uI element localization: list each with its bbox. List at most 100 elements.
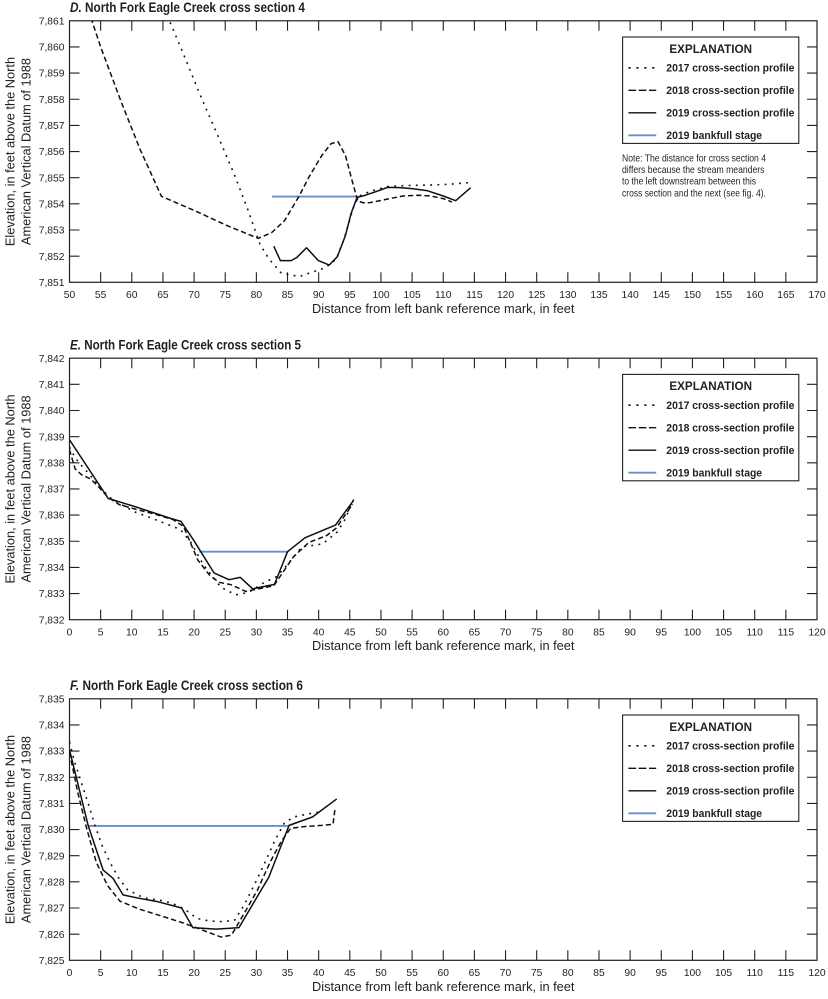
svg-text:7,842: 7,842 (39, 354, 65, 365)
svg-text:110: 110 (746, 628, 763, 639)
svg-text:45: 45 (344, 968, 356, 979)
svg-text:115: 115 (778, 968, 795, 979)
svg-text:2019 bankfull stage: 2019 bankfull stage (666, 468, 762, 480)
svg-text:85: 85 (593, 628, 605, 639)
svg-text:75: 75 (219, 290, 231, 301)
svg-text:100: 100 (372, 290, 389, 301)
svg-text:50: 50 (64, 290, 76, 301)
svg-text:100: 100 (684, 628, 701, 639)
svg-text:45: 45 (344, 628, 356, 639)
svg-text:30: 30 (251, 628, 263, 639)
svg-text:Elevation, in feet above the N: Elevation, in feet above the North (3, 57, 18, 246)
svg-text:70: 70 (500, 628, 512, 639)
svg-text:130: 130 (559, 290, 576, 301)
svg-text:7,839: 7,839 (39, 432, 65, 443)
svg-text:40: 40 (313, 968, 325, 979)
svg-text:7,828: 7,828 (39, 877, 65, 888)
svg-text:60: 60 (126, 290, 138, 301)
svg-text:75: 75 (531, 628, 543, 639)
svg-text:7,833: 7,833 (39, 589, 65, 600)
svg-text:2018 cross-section profile: 2018 cross-section profile (666, 763, 794, 775)
svg-text:EXPLANATION: EXPLANATION (669, 720, 752, 734)
svg-text:7,830: 7,830 (39, 825, 65, 836)
svg-text:150: 150 (684, 290, 701, 301)
svg-text:30: 30 (251, 968, 263, 979)
svg-text:F. North Fork Eagle Creek cros: F. North Fork Eagle Creek cross section … (70, 678, 303, 693)
svg-text:Elevation, in feet above the N: Elevation, in feet above the North (3, 394, 18, 583)
svg-text:7,827: 7,827 (39, 904, 65, 915)
svg-text:7,832: 7,832 (39, 773, 65, 784)
svg-text:35: 35 (282, 968, 294, 979)
svg-text:EXPLANATION: EXPLANATION (669, 379, 752, 393)
svg-text:115: 115 (466, 290, 483, 301)
svg-text:7,834: 7,834 (39, 721, 65, 732)
svg-text:7,836: 7,836 (39, 511, 65, 522)
svg-text:110: 110 (435, 290, 452, 301)
svg-text:145: 145 (653, 290, 670, 301)
svg-text:140: 140 (622, 290, 639, 301)
svg-text:7,840: 7,840 (39, 406, 65, 417)
svg-text:100: 100 (684, 968, 701, 979)
svg-text:Elevation, in feet above the N: Elevation, in feet above the North (3, 735, 18, 924)
svg-text:7,853: 7,853 (39, 226, 65, 237)
svg-text:135: 135 (590, 290, 607, 301)
svg-text:American Vertical Datum of 198: American Vertical Datum of 1988 (19, 395, 34, 582)
svg-text:2018 cross-section profile: 2018 cross-section profile (666, 85, 794, 97)
svg-text:7,835: 7,835 (39, 694, 65, 705)
svg-text:125: 125 (528, 290, 545, 301)
svg-text:20: 20 (188, 968, 200, 979)
svg-text:90: 90 (624, 968, 636, 979)
svg-text:7,860: 7,860 (39, 43, 65, 54)
svg-text:Note: The distance for cross s: Note: The distance for cross section 4 (622, 154, 766, 165)
svg-text:7,837: 7,837 (39, 485, 65, 496)
svg-text:10: 10 (126, 628, 138, 639)
svg-text:50: 50 (375, 968, 387, 979)
svg-text:80: 80 (562, 968, 574, 979)
svg-text:115: 115 (778, 628, 795, 639)
svg-text:70: 70 (188, 290, 200, 301)
svg-text:65: 65 (469, 968, 481, 979)
svg-text:85: 85 (593, 968, 605, 979)
svg-text:American Vertical Datum of 198: American Vertical Datum of 1988 (19, 58, 34, 245)
svg-text:55: 55 (406, 628, 418, 639)
svg-text:60: 60 (438, 968, 450, 979)
svg-text:105: 105 (404, 290, 421, 301)
svg-text:7,859: 7,859 (39, 69, 65, 80)
svg-text:80: 80 (562, 628, 574, 639)
svg-text:20: 20 (188, 628, 200, 639)
svg-text:60: 60 (438, 628, 450, 639)
svg-text:75: 75 (531, 968, 543, 979)
svg-text:15: 15 (157, 968, 169, 979)
svg-text:105: 105 (715, 968, 732, 979)
svg-text:5: 5 (98, 628, 104, 639)
svg-text:7,838: 7,838 (39, 458, 65, 469)
svg-text:7,856: 7,856 (39, 147, 65, 158)
svg-text:65: 65 (157, 290, 169, 301)
svg-text:2019 cross-section profile: 2019 cross-section profile (666, 445, 794, 457)
svg-text:25: 25 (219, 628, 231, 639)
svg-text:90: 90 (313, 290, 325, 301)
svg-text:2017 cross-section profile: 2017 cross-section profile (666, 400, 794, 412)
svg-text:70: 70 (500, 968, 512, 979)
svg-text:120: 120 (808, 628, 825, 639)
svg-text:differs because the stream mea: differs because the stream meanders (622, 165, 765, 176)
svg-text:105: 105 (715, 628, 732, 639)
svg-text:Distance from left bank refere: Distance from left bank reference mark, … (312, 979, 575, 994)
svg-text:7,854: 7,854 (39, 199, 65, 210)
svg-text:15: 15 (157, 628, 169, 639)
svg-text:170: 170 (808, 290, 825, 301)
svg-text:2019 cross-section profile: 2019 cross-section profile (666, 108, 794, 120)
svg-text:to the left downstream between: to the left downstream between this (622, 177, 756, 188)
svg-text:165: 165 (777, 290, 794, 301)
svg-text:25: 25 (219, 968, 231, 979)
svg-text:7,835: 7,835 (39, 537, 65, 548)
svg-text:7,829: 7,829 (39, 851, 65, 862)
svg-text:95: 95 (656, 968, 668, 979)
svg-text:0: 0 (67, 628, 73, 639)
svg-text:Distance from left bank refere: Distance from left bank reference mark, … (312, 301, 575, 316)
svg-text:7,841: 7,841 (39, 380, 65, 391)
svg-text:5: 5 (98, 968, 104, 979)
svg-text:2017 cross-section profile: 2017 cross-section profile (666, 741, 794, 753)
svg-text:110: 110 (746, 968, 763, 979)
svg-text:90: 90 (624, 628, 636, 639)
